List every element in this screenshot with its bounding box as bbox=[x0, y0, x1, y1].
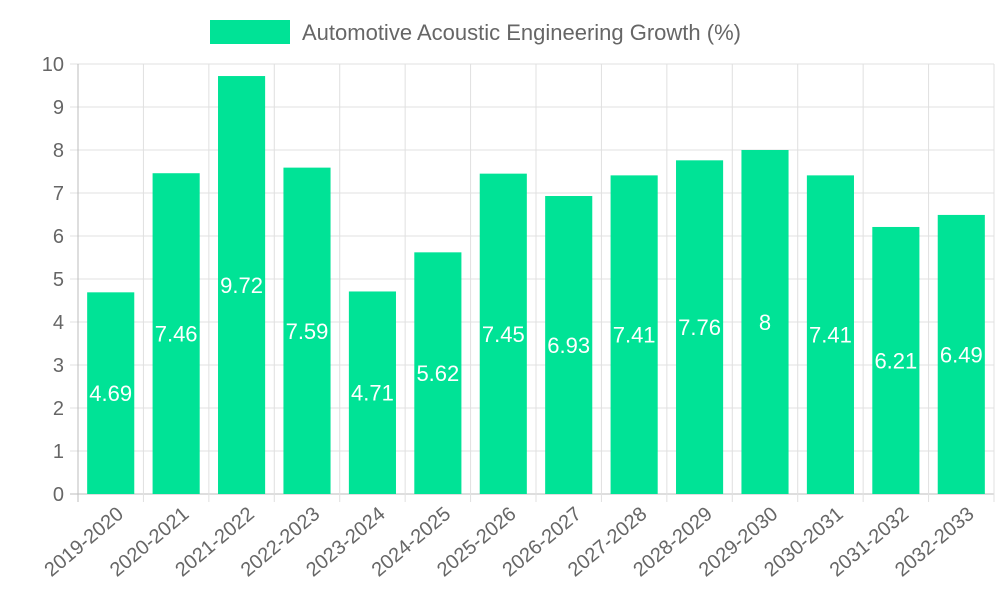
bar-value-label: 4.71 bbox=[351, 381, 394, 406]
y-tick-label: 0 bbox=[53, 484, 64, 506]
y-tick-label: 9 bbox=[53, 97, 64, 119]
bar[interactable] bbox=[741, 150, 789, 494]
bar-value-label: 4.69 bbox=[89, 381, 132, 406]
bar-value-label: 7.45 bbox=[482, 322, 525, 347]
y-tick-label: 1 bbox=[53, 441, 64, 463]
bar[interactable] bbox=[414, 252, 462, 494]
y-tick-label: 10 bbox=[42, 54, 64, 76]
bar-value-label: 6.49 bbox=[940, 342, 983, 367]
bar[interactable] bbox=[152, 173, 200, 494]
bar-value-label: 7.41 bbox=[809, 323, 852, 348]
bar[interactable] bbox=[937, 214, 985, 494]
bar[interactable] bbox=[348, 291, 396, 494]
bar-value-label: 6.21 bbox=[874, 348, 917, 373]
bar-value-label: 7.41 bbox=[613, 323, 656, 348]
bar-value-label: 7.59 bbox=[286, 319, 329, 344]
y-tick-label: 7 bbox=[53, 183, 64, 205]
legend-label: Automotive Acoustic Engineering Growth (… bbox=[302, 20, 741, 45]
bar[interactable] bbox=[87, 292, 135, 494]
legend-swatch bbox=[210, 20, 290, 44]
legend[interactable]: Automotive Acoustic Engineering Growth (… bbox=[210, 20, 741, 45]
bar[interactable] bbox=[479, 173, 527, 494]
bar-value-label: 9.72 bbox=[220, 273, 263, 298]
bar[interactable] bbox=[872, 226, 920, 494]
bar[interactable] bbox=[283, 167, 331, 494]
y-tick-label: 5 bbox=[53, 269, 64, 291]
bars bbox=[87, 76, 985, 494]
bar[interactable] bbox=[218, 76, 266, 494]
bar-value-label: 5.62 bbox=[416, 361, 459, 386]
y-tick-label: 2 bbox=[53, 398, 64, 420]
y-tick-label: 6 bbox=[53, 226, 64, 248]
y-tick-label: 3 bbox=[53, 355, 64, 377]
bar-value-label: 6.93 bbox=[547, 333, 590, 358]
grid bbox=[70, 63, 995, 502]
bar-labels: 4.69 7.46 9.72 7.59 4.71 5.62 7.45 6.93 7.41 7.76… bbox=[89, 273, 982, 406]
y-axis-ticks: 0 1 2 3 4 5 6 7 8 9 10 bbox=[42, 54, 64, 506]
y-tick-label: 4 bbox=[53, 312, 64, 334]
bar[interactable] bbox=[545, 196, 593, 494]
bar[interactable] bbox=[610, 175, 658, 494]
y-tick-label: 8 bbox=[53, 140, 64, 162]
bar-value-label: 8 bbox=[759, 310, 771, 335]
bar-value-label: 7.46 bbox=[155, 322, 198, 347]
bar[interactable] bbox=[676, 160, 724, 494]
x-axis-ticks: 2019-20202020-20212021-20222022-20232023… bbox=[41, 503, 979, 581]
bar-value-label: 7.76 bbox=[678, 315, 721, 340]
bar[interactable] bbox=[806, 175, 854, 494]
